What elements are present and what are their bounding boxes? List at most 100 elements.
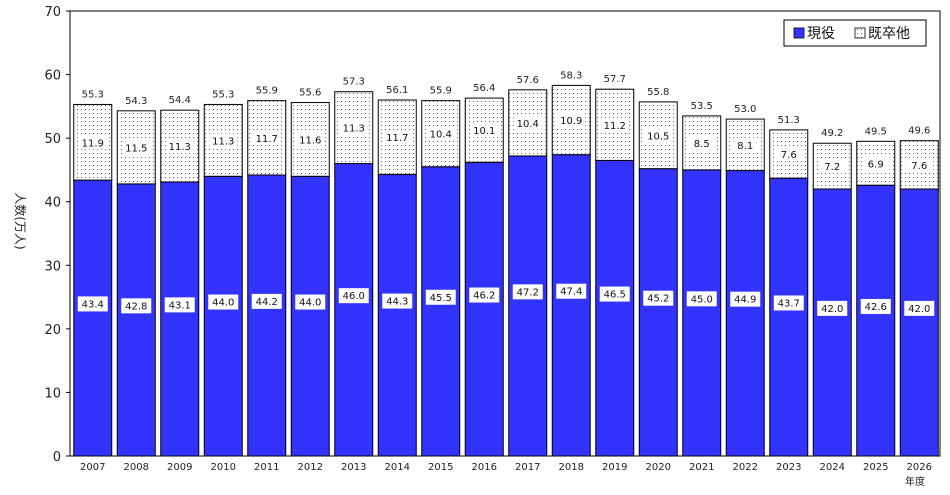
x-axis-label: 年度	[905, 475, 925, 488]
graduate-label-box	[383, 130, 412, 145]
total-value-label: 51.3	[778, 115, 800, 126]
x-tick-label: 2008	[124, 462, 149, 473]
total-value-label: 57.6	[517, 75, 539, 86]
graduate-value-label: 10.5	[647, 131, 669, 142]
x-tick-label: 2020	[646, 462, 671, 473]
x-tick-label: 2017	[515, 462, 540, 473]
bar-current-2023	[769, 177, 809, 457]
current-label-box	[643, 290, 674, 306]
legend-swatch-current	[793, 27, 805, 39]
current-value-label: 47.4	[560, 287, 582, 298]
current-value-label: 44.0	[212, 298, 234, 309]
bar-current-2026	[899, 188, 939, 457]
current-label-box	[730, 291, 761, 307]
graduate-label-box	[600, 117, 629, 132]
graduate-value-label: 11.3	[169, 142, 191, 153]
x-tick-label: 2021	[689, 462, 714, 473]
graduate-value-label: 7.2	[824, 162, 840, 173]
current-value-label: 47.2	[517, 287, 539, 298]
total-value-label: 53.0	[734, 104, 756, 115]
total-value-label: 55.6	[299, 88, 321, 99]
total-value-label: 49.2	[821, 128, 843, 139]
x-tick-label: 2015	[428, 462, 453, 473]
graduate-label-box	[687, 135, 716, 150]
current-label-box	[860, 298, 891, 314]
total-value-label: 55.9	[256, 86, 278, 97]
legend-label-graduate: 既卒他	[868, 26, 910, 42]
current-label-box	[251, 293, 282, 309]
y-axis-label: 人数(万人)	[13, 192, 28, 249]
bar-current-2012	[290, 175, 330, 457]
graduate-value-label: 11.7	[386, 133, 408, 144]
current-value-label: 44.2	[256, 297, 278, 308]
current-value-label: 46.5	[604, 290, 626, 301]
x-tick-label: 2012	[298, 462, 323, 473]
total-value-label: 57.7	[604, 74, 626, 85]
total-value-label: 53.5	[691, 101, 713, 112]
total-value-label: 49.5	[865, 126, 887, 137]
bar-current-2008	[116, 183, 156, 457]
x-tick-label: 2019	[602, 462, 627, 473]
current-value-label: 45.5	[430, 293, 452, 304]
current-label-box	[208, 294, 239, 310]
total-value-label: 56.1	[386, 85, 408, 96]
bars-group: 43.4 11.9 55.3 42.8 11.5 54.3 43.1 11.3 54.4 44.0…	[73, 70, 939, 457]
x-tick-label: 2023	[776, 462, 801, 473]
graduate-value-label: 11.9	[82, 138, 104, 149]
x-tick-label: 2013	[341, 462, 366, 473]
current-value-label: 46.2	[473, 291, 495, 302]
total-value-label: 56.4	[473, 83, 495, 94]
graduate-value-label: 7.6	[911, 161, 927, 172]
current-label-box	[904, 300, 935, 316]
current-value-label: 44.3	[386, 297, 408, 308]
total-value-label: 55.3	[212, 89, 234, 100]
graduate-value-label: 8.5	[694, 139, 710, 150]
current-value-label: 44.9	[734, 295, 756, 306]
current-value-label: 45.0	[691, 294, 713, 305]
current-label-box	[121, 298, 152, 314]
bar-current-2013	[334, 163, 374, 457]
total-value-label: 57.3	[343, 77, 365, 88]
y-tick-label: 0	[53, 450, 61, 465]
y-tick-label: 10	[44, 386, 61, 401]
x-tick-label: 2022	[733, 462, 758, 473]
graduate-label-box	[513, 115, 542, 130]
graduate-value-label: 11.2	[604, 121, 626, 132]
x-tick-label: 2014	[385, 462, 410, 473]
bar-current-2017	[508, 155, 548, 457]
graduate-label-box	[339, 120, 368, 135]
bar-current-2009	[160, 181, 200, 457]
graduate-value-label: 10.1	[473, 126, 495, 137]
x-tick-label: 2009	[167, 462, 192, 473]
graduate-value-label: 11.5	[125, 143, 147, 154]
current-value-label: 44.0	[299, 298, 321, 309]
current-label-box	[686, 291, 717, 307]
x-tick-label: 2016	[472, 462, 497, 473]
y-tick-label: 70	[44, 5, 61, 20]
x-axis: 2007 2008 2009 2010 2011 2012 2013 2014 2015 2016…	[80, 462, 932, 473]
x-tick-label: 2011	[254, 462, 279, 473]
bar-current-2024	[812, 188, 852, 457]
graduate-label-box	[557, 113, 586, 128]
current-label-box	[469, 287, 500, 303]
graduate-value-label: 11.7	[256, 134, 278, 145]
y-tick-label: 30	[44, 259, 61, 274]
total-value-label: 49.6	[908, 126, 930, 137]
current-value-label: 46.0	[343, 291, 365, 302]
graduate-label-box	[818, 159, 847, 174]
bar-current-2021	[682, 169, 722, 457]
graduate-label-box	[209, 133, 238, 148]
total-value-label: 58.3	[560, 70, 582, 81]
graduate-label-box	[905, 157, 934, 172]
legend-swatch-graduate	[854, 27, 866, 39]
bar-current-2015	[421, 166, 461, 457]
current-value-label: 42.0	[908, 304, 930, 315]
bar-current-2022	[725, 170, 765, 457]
total-value-label: 55.3	[82, 89, 104, 100]
bar-current-2020	[638, 168, 678, 457]
graduate-label-box	[296, 132, 325, 147]
current-label-box	[599, 286, 630, 302]
graduate-value-label: 11.3	[212, 136, 234, 147]
legend-label-current: 現役	[807, 26, 835, 42]
bar-current-2011	[247, 174, 287, 457]
